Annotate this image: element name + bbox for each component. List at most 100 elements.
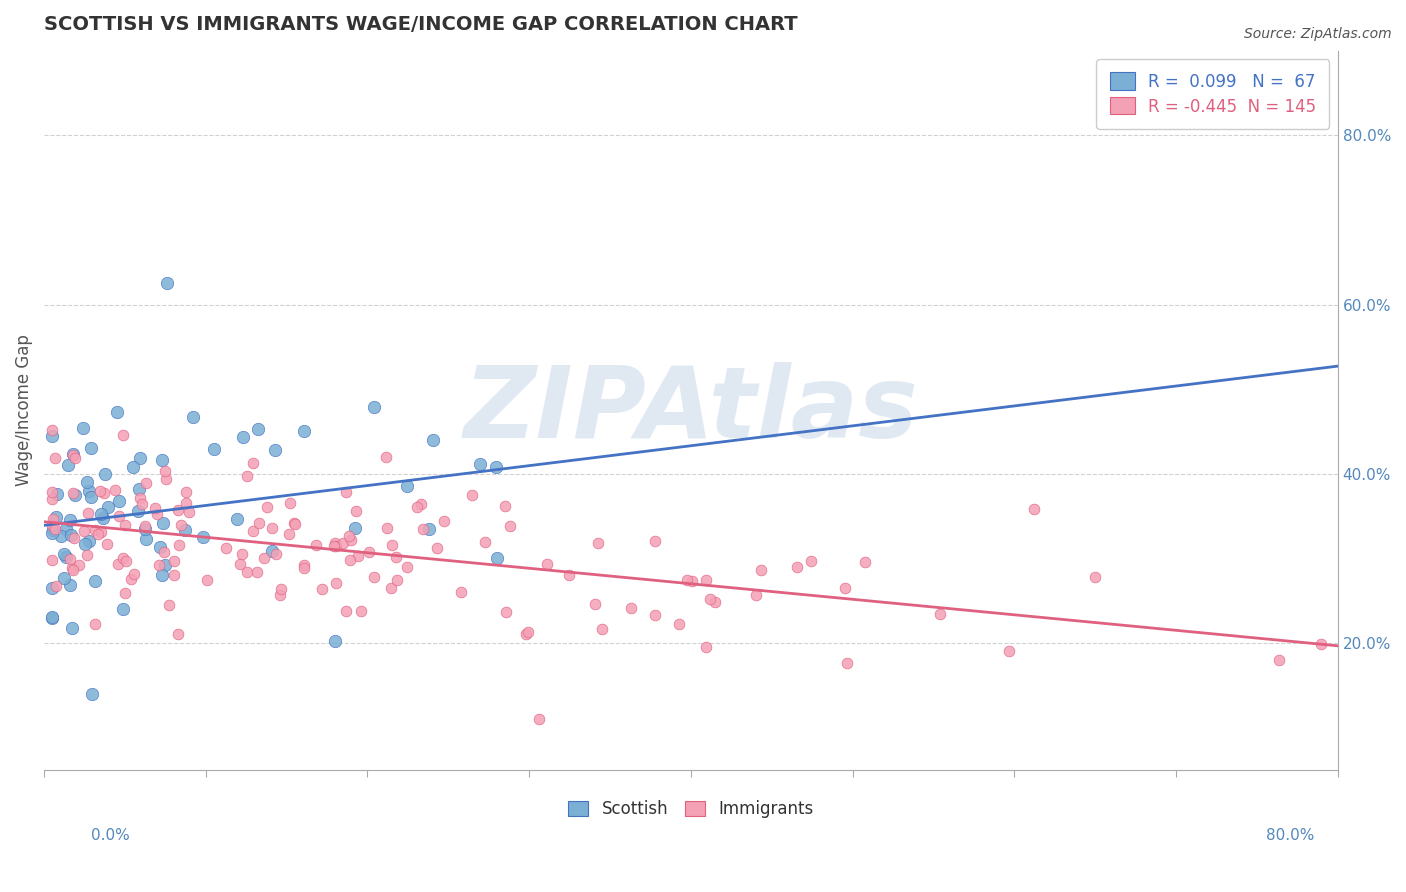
Point [153, 545, 176, 559]
Point [409, 497, 432, 511]
Text: 0.0%: 0.0% [91, 828, 131, 843]
Point [278, 496, 301, 510]
Point [127, 504, 149, 518]
Point [340, 533, 363, 547]
Point [1310, 637, 1333, 651]
Point [41, 526, 63, 541]
Point [620, 601, 643, 615]
Point [256, 500, 278, 514]
Point [42, 523, 65, 537]
Point [155, 276, 177, 290]
Point [292, 558, 315, 572]
Point [357, 545, 380, 559]
Point [264, 442, 287, 457]
Point [84, 616, 107, 631]
Point [499, 518, 522, 533]
Point [153, 558, 176, 572]
Point [695, 574, 717, 588]
Point [304, 538, 326, 552]
Point [155, 472, 177, 486]
Point [111, 602, 134, 616]
Point [91, 511, 114, 525]
Point [45, 510, 67, 524]
Point [339, 553, 361, 567]
Point [167, 539, 190, 553]
Point [335, 604, 357, 618]
Point [668, 617, 690, 632]
Point [343, 521, 366, 535]
Point [87, 526, 110, 541]
Point [108, 508, 131, 523]
Point [148, 558, 170, 573]
Point [247, 516, 270, 530]
Point [412, 522, 434, 536]
Point [77, 484, 100, 499]
Point [143, 501, 166, 516]
Point [170, 517, 193, 532]
Point [166, 503, 188, 517]
Point [60, 561, 83, 575]
Point [215, 541, 238, 556]
Point [253, 550, 276, 565]
Point [749, 563, 772, 577]
Point [494, 499, 516, 513]
Point [675, 573, 697, 587]
Point [55, 522, 77, 536]
Point [107, 557, 129, 571]
Point [699, 592, 721, 607]
Point [323, 536, 346, 550]
Point [311, 582, 333, 596]
Point [58, 458, 80, 472]
Point [63, 488, 86, 502]
Point [134, 523, 156, 537]
Point [153, 464, 176, 478]
Point [41, 491, 63, 506]
Point [62, 448, 84, 462]
Point [59, 527, 82, 541]
Point [515, 627, 537, 641]
Point [277, 526, 299, 541]
Point [76, 548, 98, 562]
Point [1084, 569, 1107, 583]
Point [149, 541, 172, 555]
Point [337, 529, 360, 543]
Point [129, 491, 152, 505]
Point [323, 539, 346, 553]
Point [166, 626, 188, 640]
Point [41, 429, 63, 443]
Point [695, 640, 717, 655]
Point [229, 557, 252, 571]
Point [837, 656, 859, 670]
Point [242, 524, 264, 538]
Point [644, 608, 666, 623]
Point [583, 598, 606, 612]
Point [94, 467, 117, 482]
Point [41, 553, 63, 567]
Point [226, 512, 249, 526]
Point [269, 588, 291, 602]
Point [474, 535, 496, 549]
Point [173, 523, 195, 537]
Point [122, 567, 145, 582]
Point [375, 521, 398, 535]
Point [84, 574, 107, 589]
Point [59, 513, 82, 527]
Point [120, 572, 142, 586]
Point [385, 573, 408, 587]
Point [41, 611, 63, 625]
Point [270, 582, 292, 597]
Point [1022, 502, 1045, 516]
Point [591, 622, 613, 636]
Point [558, 568, 581, 582]
Point [108, 494, 131, 508]
Point [418, 522, 440, 536]
Point [834, 581, 856, 595]
Point [84, 523, 107, 537]
Point [135, 475, 157, 490]
Point [325, 539, 347, 553]
Point [41, 518, 63, 533]
Point [363, 401, 385, 415]
Point [42, 512, 65, 526]
Point [181, 410, 204, 425]
Point [260, 521, 283, 535]
